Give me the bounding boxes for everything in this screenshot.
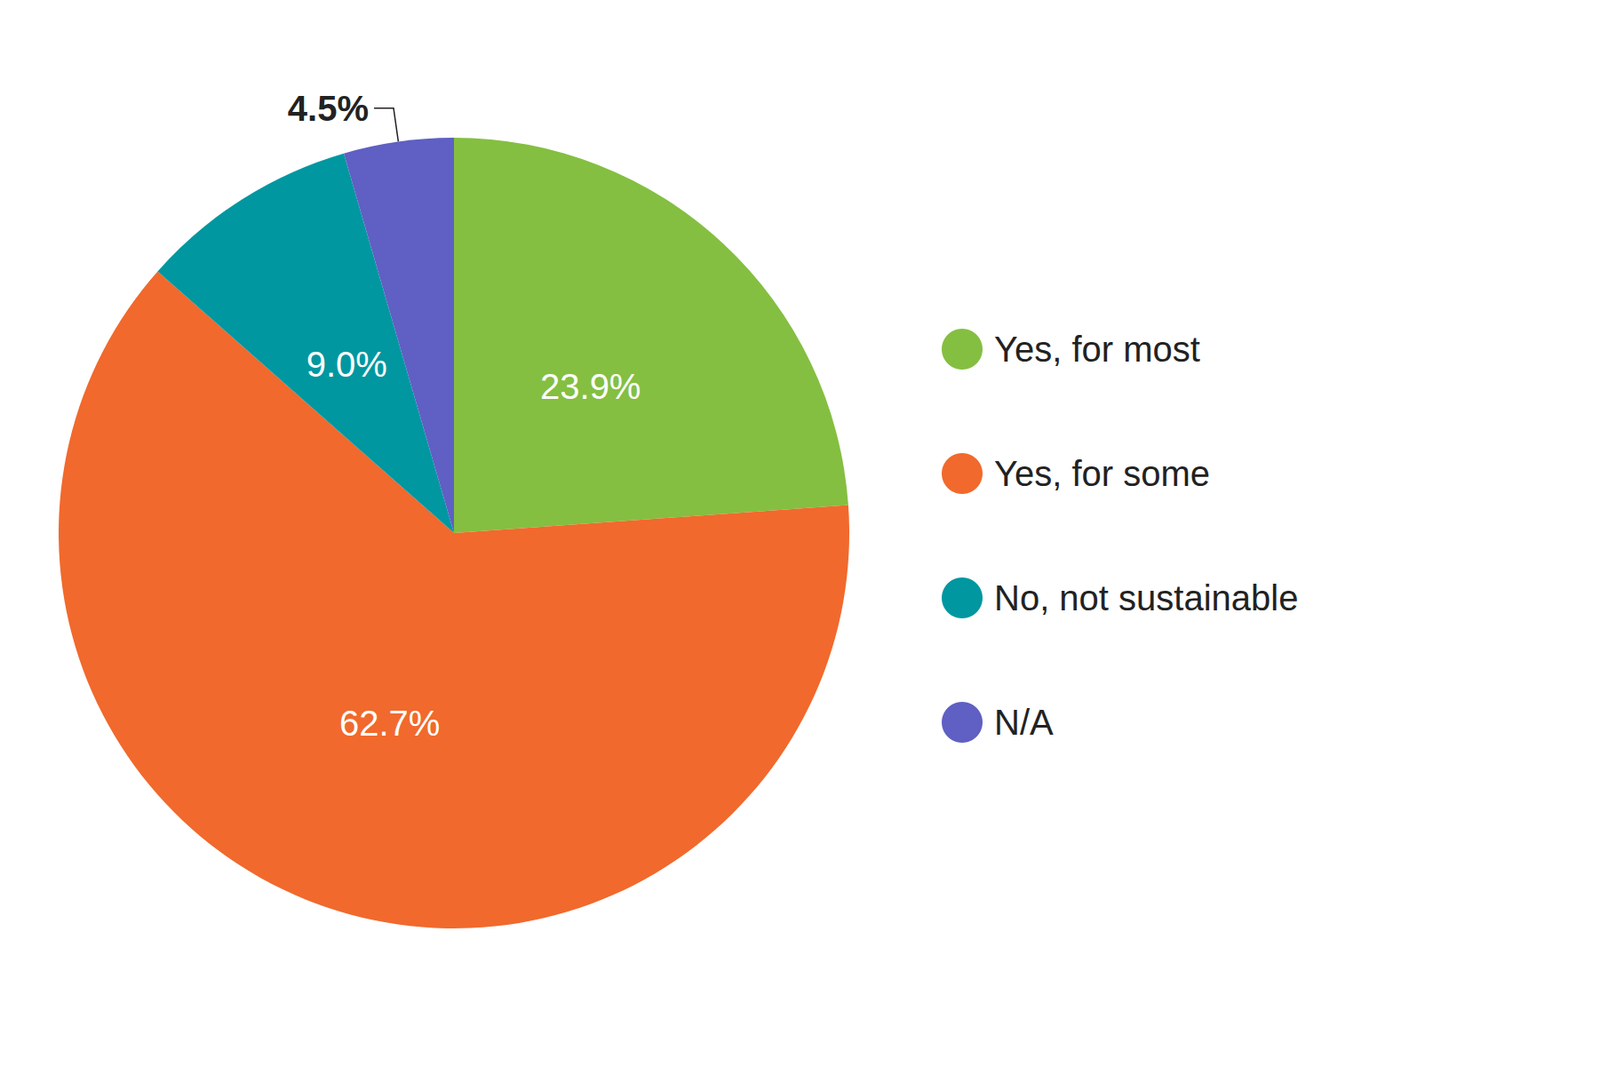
svg-text:Yes, for some: Yes, for some xyxy=(994,453,1210,494)
svg-text:62.7%: 62.7% xyxy=(339,703,440,743)
svg-text:No, not sustainable: No, not sustainable xyxy=(994,578,1298,618)
svg-text:4.5%: 4.5% xyxy=(287,88,369,128)
svg-text:N/A: N/A xyxy=(994,702,1054,742)
svg-text:Yes, for most: Yes, for most xyxy=(994,329,1201,369)
svg-text:9.0%: 9.0% xyxy=(306,344,388,384)
svg-text:23.9%: 23.9% xyxy=(540,366,641,406)
